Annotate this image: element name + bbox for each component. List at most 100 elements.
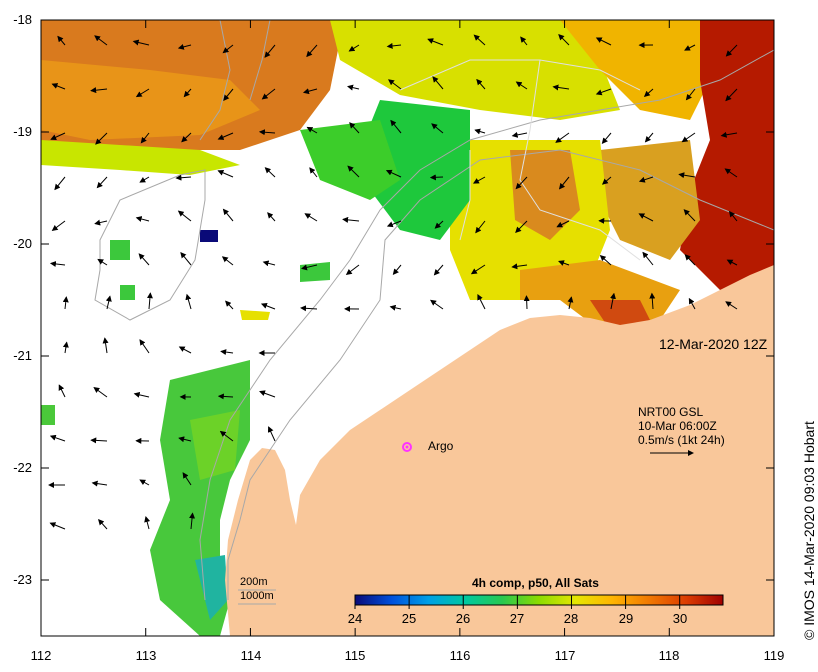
colorbar-tick-label: 24 [347,611,363,626]
current-vectors [48,33,738,530]
current-vector [476,78,486,90]
current-vector [49,522,66,530]
current-vector [98,518,108,530]
current-vector [595,88,612,96]
current-vector [105,295,112,310]
current-legend-line2: 10-Mar 06:00Z [638,419,717,433]
y-tick-label: -20 [13,236,32,251]
credit-text: © IMOS 14-Mar-2020 09:03 Hobart [801,421,817,640]
current-vector [638,176,654,183]
current-vector [643,88,654,98]
current-vector [610,292,616,310]
x-tick-label: 119 [763,648,785,663]
current-vector [264,44,276,58]
current-vector [139,339,150,354]
current-legend-line1: NRT00 GSL [638,405,704,419]
copyright-symbol: © [801,629,817,640]
current-vector [94,219,108,226]
colorbar-tick-label: 28 [563,611,579,626]
current-vector [599,255,612,266]
current-vector [183,88,192,98]
axis-ticks [40,19,775,636]
current-vector [189,512,196,530]
current-vector [132,39,150,46]
current-vector [515,176,528,190]
current-vector [217,169,234,178]
current-vector [58,384,66,398]
current-vector [300,305,318,312]
x-tick-label: 112 [30,648,52,663]
current-vector [688,297,696,310]
current-vector [217,393,234,400]
current-vector [720,131,738,138]
current-vector [97,258,108,266]
current-vector [260,302,276,310]
y-tick-label: -18 [13,12,32,27]
current-vector [222,208,234,222]
current-vector [219,430,234,442]
current-vector [139,176,150,183]
current-vector [57,35,66,46]
current-vector [724,168,738,178]
current-vector [601,132,612,144]
current-vector [472,176,486,184]
current-vector [146,292,153,310]
current-vector [556,220,570,228]
current-vector [93,387,108,398]
current-vector [259,390,276,398]
current-vector [470,264,486,275]
current-vector [390,119,402,134]
current-vector [62,341,69,354]
current-vector [175,174,192,181]
current-vector [725,88,738,102]
current-vector [431,123,444,134]
current-vector [432,76,444,90]
current-vector [94,35,108,46]
current-vector [515,220,528,234]
x-tick-label: 113 [135,648,157,663]
sst-coverage [41,20,774,636]
current-vector [345,264,360,275]
current-vector [555,132,570,143]
current-vector [684,44,696,51]
current-vector [138,253,150,266]
current-vector [725,301,738,310]
current-vector [642,251,654,266]
y-tick-label: -23 [13,572,32,587]
current-vector [217,132,234,140]
current-vector [225,300,234,310]
current-vector [725,44,738,57]
current-vector [135,88,150,98]
current-vector [91,480,108,487]
current-vector [178,346,192,354]
current-vector [430,299,444,310]
current-vector [392,264,402,275]
current-vector [140,132,150,144]
current-vector [222,44,234,54]
current-vector [386,220,402,228]
current-vector [385,169,402,178]
current-vector [638,213,654,222]
colorbar [354,594,724,609]
current-vector [95,132,108,145]
current-vector [139,479,150,486]
current-vector [601,176,612,185]
current-vector [90,87,108,94]
current-vector [49,260,66,267]
current-vector [96,176,108,189]
credit-label: IMOS 14-Mar-2020 09:03 Hobart [801,421,817,626]
current-vector [302,88,318,95]
current-vector [678,172,696,179]
current-vector [177,210,192,222]
argo-label: Argo [428,439,454,453]
current-vector [267,426,276,442]
current-vector [342,216,360,223]
current-vector [258,129,276,136]
current-vector [306,126,318,134]
colorbar-tick-label: 29 [618,611,634,626]
current-vector [388,79,402,90]
y-tick-label: -21 [13,348,32,363]
current-vector [434,220,444,229]
depth-legend-1000-label: 1000m [240,590,274,602]
